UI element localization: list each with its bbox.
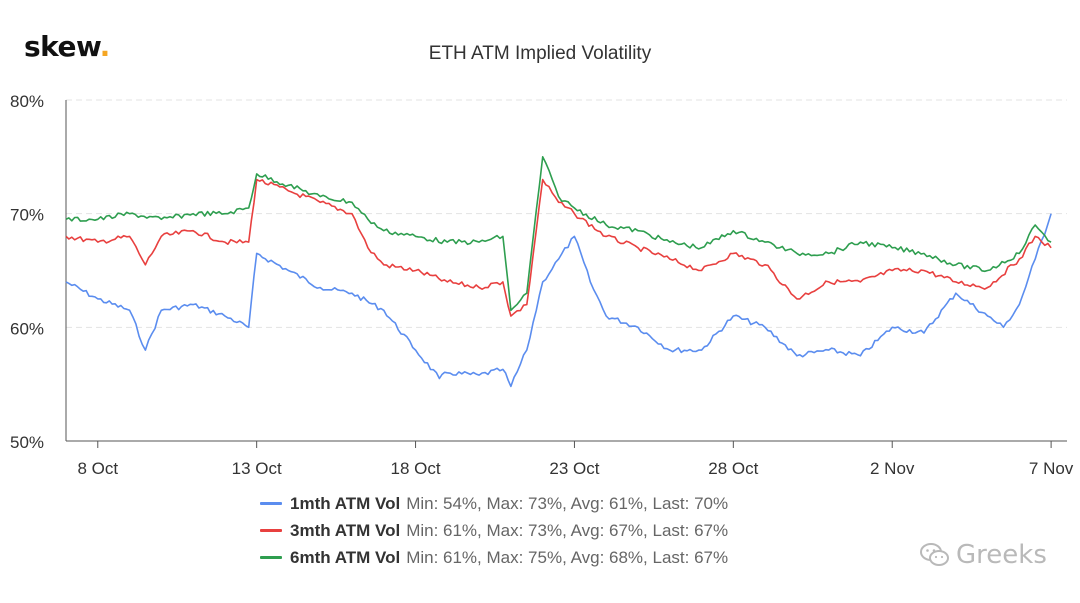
y-tick-label: 80% [10,92,44,111]
chart-legend: 1mth ATM Vol Min: 54%, Max: 73%, Avg: 61%… [260,490,728,571]
chart-title: ETH ATM Implied Volatility [429,43,652,64]
x-axis: 8 Oct 13 Oct 18 Oct 23 Oct 28 Oct 2 Nov 7 Nov [65,100,1074,478]
x-tick-label: 2 Nov [870,459,915,478]
legend-item[interactable]: 6mth ATM Vol Min: 61%, Max: 75%, Avg: 68%… [260,544,728,571]
x-tick-label: 23 Oct [549,459,599,478]
x-tick-label: 13 Oct [232,459,282,478]
y-tick-label: 60% [10,319,44,338]
legend-item[interactable]: 3mth ATM Vol Min: 61%, Max: 73%, Avg: 67%… [260,517,728,544]
wechat-icon [920,542,950,568]
legend-series-name: 1mth ATM Vol [290,494,401,513]
y-tick-label: 50% [10,433,44,452]
legend-series-name: 6mth ATM Vol [290,548,401,567]
x-tick-label: 7 Nov [1029,459,1074,478]
legend-swatch [260,502,282,505]
logo-dot: . [99,30,111,63]
legend-series-name: 3mth ATM Vol [290,521,401,540]
legend-swatch [260,529,282,532]
series-line-3 [65,156,1052,312]
legend-series-stats: Min: 54%, Max: 73%, Avg: 61%, Last: 70% [406,494,729,513]
legend-series-stats: Min: 61%, Max: 73%, Avg: 67%, Last: 67% [406,521,729,540]
y-tick-label: 70% [10,206,44,225]
legend-series-stats: Min: 61%, Max: 75%, Avg: 68%, Last: 67% [406,548,729,567]
y-axis: 50% 60% 70% 80% [10,92,44,452]
series-group [65,156,1052,388]
series-line-1 [65,213,1052,388]
logo-text: skew [24,30,100,63]
series-line-2 [65,178,1052,317]
chart-grid [66,99,1067,442]
skew-logo: skew. [24,30,110,63]
x-tick-label: 28 Oct [708,459,758,478]
legend-swatch [260,556,282,559]
x-tick-label: 18 Oct [391,459,441,478]
watermark: Greeks [920,540,1047,570]
x-tick-label: 8 Oct [77,459,118,478]
legend-item[interactable]: 1mth ATM Vol Min: 54%, Max: 73%, Avg: 61%… [260,490,728,517]
watermark-text: Greeks [956,540,1047,570]
